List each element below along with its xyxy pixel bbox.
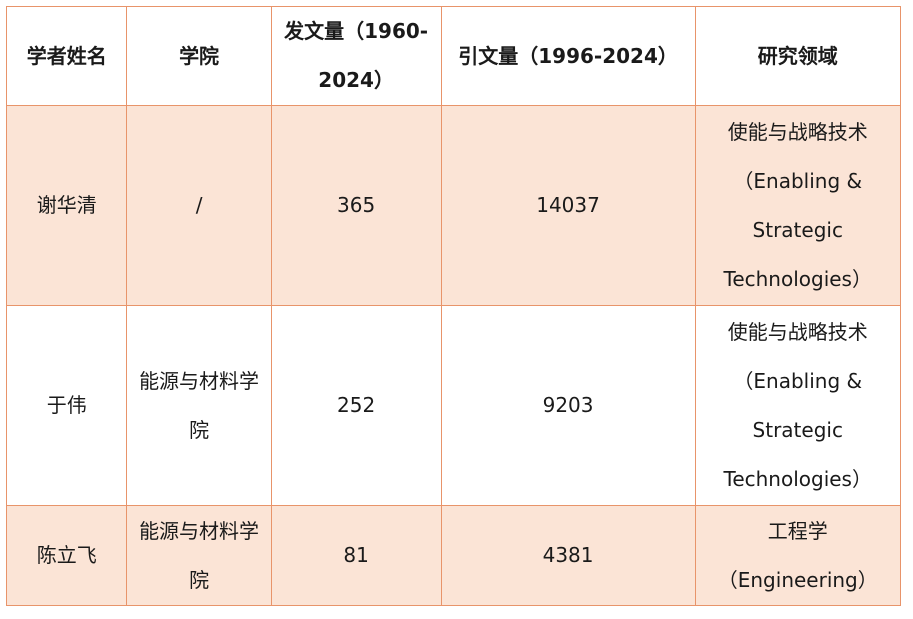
field-line: Strategic xyxy=(752,417,843,442)
cell-college: / xyxy=(126,105,272,306)
cell-field: 工程学 （Engineering） xyxy=(694,505,901,606)
table-row: 陈立飞 能源与材料学院 81 4381 工程学 （Engineering） xyxy=(5,505,901,606)
field-line: （Enabling & xyxy=(733,368,863,393)
cell-field: 使能与战略技术 （Enabling & Strategic Technologi… xyxy=(694,305,901,506)
table-row: 于伟 能源与材料学院 252 9203 使能与战略技术 （Enabling & … xyxy=(5,305,901,506)
field-line: Technologies） xyxy=(723,466,872,491)
cell-name: 于伟 xyxy=(5,305,128,506)
cell-publications: 81 xyxy=(270,505,442,606)
table-row: 谢华清 / 365 14037 使能与战略技术 （Enabling & Stra… xyxy=(5,105,901,306)
field-line: 使能与战略技术 xyxy=(727,119,868,144)
scholar-table: 学者姓名 学院 发文量（1960-2024） 引文量（1996-2024） 研究… xyxy=(5,6,901,606)
cell-publications: 252 xyxy=(270,305,442,506)
field-line: 使能与战略技术 xyxy=(727,319,868,344)
cell-citations: 9203 xyxy=(440,305,696,506)
field-line: Technologies） xyxy=(723,266,872,291)
cell-college: 能源与材料学院 xyxy=(126,305,272,506)
cell-publications: 365 xyxy=(270,105,442,306)
field-line: Strategic xyxy=(752,217,843,242)
header-row: 学者姓名 学院 发文量（1960-2024） 引文量（1996-2024） 研究… xyxy=(5,6,901,106)
header-publications: 发文量（1960-2024） xyxy=(270,6,442,106)
cell-citations: 14037 xyxy=(440,105,696,306)
header-name: 学者姓名 xyxy=(5,6,128,106)
cell-college: 能源与材料学院 xyxy=(126,505,272,606)
header-citations: 引文量（1996-2024） xyxy=(440,6,696,106)
field-line: （Engineering） xyxy=(717,567,878,592)
header-field: 研究领域 xyxy=(694,6,901,106)
cell-name: 谢华清 xyxy=(5,105,128,306)
cell-citations: 4381 xyxy=(440,505,696,606)
header-college: 学院 xyxy=(126,6,272,106)
cell-name: 陈立飞 xyxy=(5,505,128,606)
field-line: 工程学 xyxy=(767,518,828,543)
cell-field: 使能与战略技术 （Enabling & Strategic Technologi… xyxy=(694,105,901,306)
field-line: （Enabling & xyxy=(733,168,863,193)
